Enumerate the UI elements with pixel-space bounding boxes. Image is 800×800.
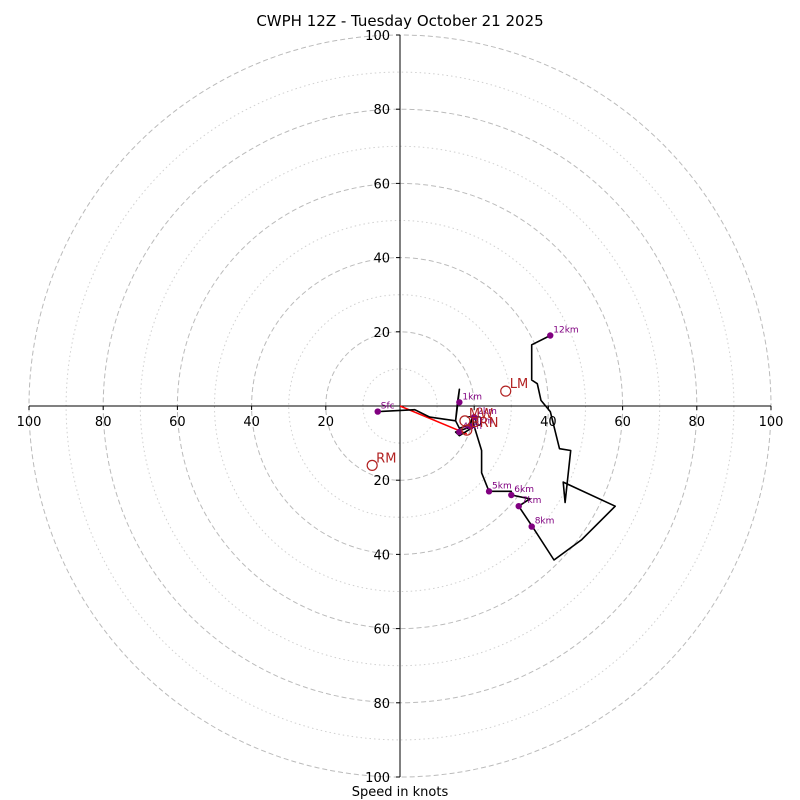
height-label: Sfc [381,402,395,412]
height-point [508,491,515,499]
height-point [547,332,554,339]
height-point [528,523,535,530]
motion-label: LM [510,377,528,392]
x-tick-label: 20 [318,415,335,430]
x-tick-label: 60 [614,415,631,430]
y-tick-label: 60 [373,177,390,192]
motion-label: RM [376,451,396,466]
y-tick-label: 100 [365,29,390,44]
height-point [456,399,463,406]
height-label: 3km [473,416,493,426]
height-point [515,502,522,510]
height-point [456,428,463,436]
height-label: 6km [514,485,534,495]
y-tick-label: 20 [373,474,390,489]
motion-label: MW [469,407,493,422]
y-tick-label: 80 [373,103,390,118]
motion-point [366,459,378,471]
height-label: 5km [492,481,512,491]
height-label: 8km [535,517,555,527]
motion-point [500,385,512,397]
height-label: 1km [462,392,482,402]
y-tick-label: 20 [373,326,390,341]
height-point [485,488,493,495]
x-tick-label: 80 [689,415,706,430]
height-label: 4km [462,422,482,432]
height-point [374,408,381,415]
x-tick-label: 80 [95,415,112,430]
hodograph-trace [377,334,617,561]
height-label: 2km [477,407,497,417]
y-tick-label: 100 [365,771,390,786]
motion-point [461,424,473,436]
y-tick-label: 80 [373,697,390,712]
height-point [471,413,478,421]
x-tick-label: 60 [169,415,186,430]
motion-label: BRN [471,416,499,431]
chart-title: CWPH 12Z - Tuesday October 21 2025 [256,12,543,30]
hodograph-trace-group [377,334,617,561]
y-tick-label: 40 [373,252,390,267]
y-tick-label: 40 [373,548,390,563]
height-label: 12km [553,326,578,336]
x-tick-label: 100 [759,415,784,430]
x-tick-label: 40 [243,415,260,430]
y-tick-label: 60 [373,623,390,638]
height-label: 7km [522,496,542,506]
x-tick-label: 100 [17,415,42,430]
axis-ticks: 100 80 60 40 20 20 40 60 80 100100806040202040608… [17,29,784,786]
x-axis-label: Speed in knots [352,785,449,800]
